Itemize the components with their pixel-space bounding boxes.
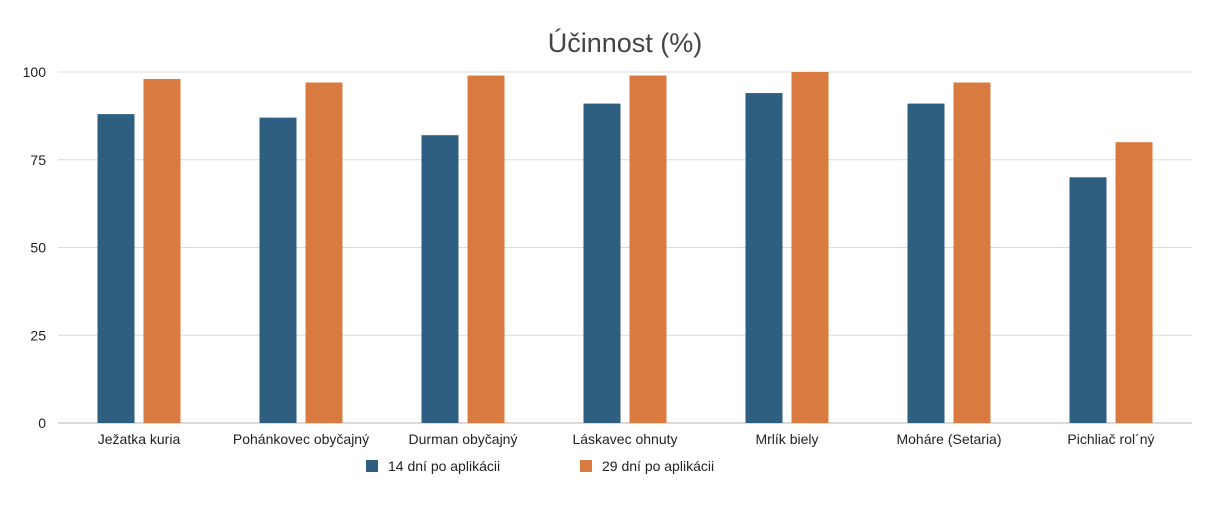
y-tick-label: 100 <box>23 64 47 80</box>
bar-series-2 <box>953 82 991 423</box>
x-category-label: Moháre (Setaria) <box>896 431 1001 447</box>
gridlines <box>58 71 1192 424</box>
bar-series-1 <box>97 114 135 424</box>
x-axis-labels: Ježatka kuria Pohánkovec obyčajný Durman o… <box>98 431 1155 447</box>
x-category-label: Durman obyčajný <box>409 431 518 447</box>
bar-series-2 <box>467 75 505 423</box>
bar-series-1 <box>1069 177 1107 423</box>
x-category-label: Ježatka kuria <box>98 431 181 447</box>
bar-series-1 <box>907 103 945 423</box>
y-tick-label: 25 <box>30 327 46 343</box>
bar-series-1 <box>745 93 783 423</box>
bar-series-2 <box>305 82 343 423</box>
bars <box>97 72 1153 424</box>
x-category-label: Mrlík biely <box>755 431 818 447</box>
bar-series-2 <box>629 75 667 423</box>
legend-swatch <box>580 460 592 472</box>
y-tick-label: 50 <box>30 240 46 256</box>
bar-series-2 <box>1115 142 1153 423</box>
bar-series-2 <box>791 72 829 423</box>
legend-label: 29 dní po aplikácii <box>602 458 714 474</box>
y-axis-ticks: 0 25 50 75 100 <box>23 64 47 431</box>
y-tick-label: 75 <box>30 152 46 168</box>
legend-swatch <box>366 460 378 472</box>
bar-series-2 <box>143 79 181 424</box>
x-category-label: Láskavec ohnuty <box>572 431 677 447</box>
bar-series-1 <box>421 135 459 423</box>
x-category-label: Pichliač rol´ný <box>1067 431 1154 447</box>
legend: 14 dní po aplikácii 29 dní po aplikácii <box>366 458 714 474</box>
y-tick-label: 0 <box>38 415 46 431</box>
legend-label: 14 dní po aplikácii <box>388 458 500 474</box>
bar-series-1 <box>583 103 621 423</box>
chart-title: Účinnost (%) <box>548 27 703 58</box>
x-category-label: Pohánkovec obyčajný <box>233 431 369 447</box>
bar-series-1 <box>259 117 297 423</box>
